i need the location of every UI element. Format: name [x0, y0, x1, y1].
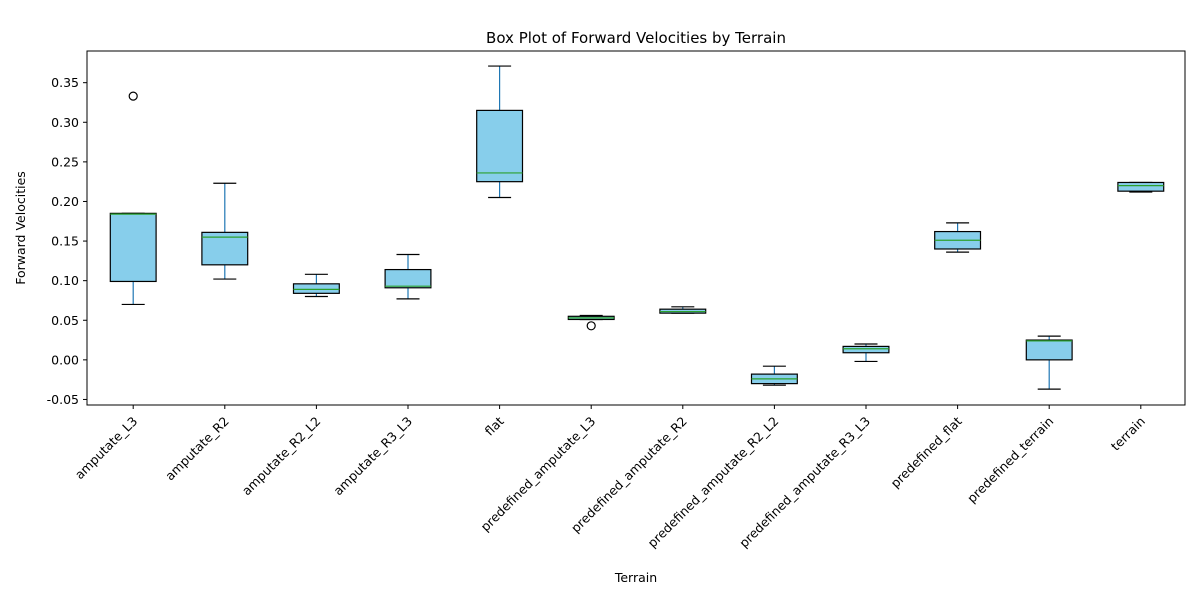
y-tick-label: 0.15 [51, 234, 79, 249]
y-tick-label: 0.25 [51, 154, 79, 169]
box [476, 109, 524, 183]
chart-title: Box Plot of Forward Velocities by Terrai… [486, 29, 786, 47]
x-axis-label: Terrain [614, 570, 657, 585]
x-tick-label: amputate_R2 [162, 414, 232, 484]
x-tick-label: amputate_R3_L3 [330, 414, 415, 499]
box [1025, 339, 1073, 361]
x-tick-label: amputate_L3 [72, 414, 141, 483]
y-tick-label: 0.30 [51, 115, 79, 130]
x-tick-label: flat [482, 413, 507, 438]
y-tick-label: 0.35 [51, 75, 79, 90]
box [292, 283, 340, 294]
x-tick-label: predefined_terrain [964, 414, 1056, 506]
box [842, 345, 890, 354]
y-tick-label: 0.05 [51, 313, 79, 328]
plot-area [109, 65, 1165, 390]
box [201, 231, 249, 266]
plot-frame [86, 50, 1186, 406]
y-tick-label: 0.10 [51, 273, 79, 288]
y-axis-label: Forward Velocities [13, 171, 28, 285]
y-tick-label: 0.00 [51, 352, 79, 367]
box [384, 268, 432, 289]
x-tick-label: terrain [1108, 414, 1148, 454]
y-tick-label: 0.20 [51, 194, 79, 209]
outlier-point [128, 91, 138, 101]
x-tick-label: amputate_R2_L2 [239, 414, 324, 499]
y-tick-label: -0.05 [47, 392, 79, 407]
box [109, 212, 157, 283]
outlier-point [586, 321, 596, 331]
x-tick-label: predefined_flat [887, 413, 964, 490]
box [1117, 181, 1165, 192]
